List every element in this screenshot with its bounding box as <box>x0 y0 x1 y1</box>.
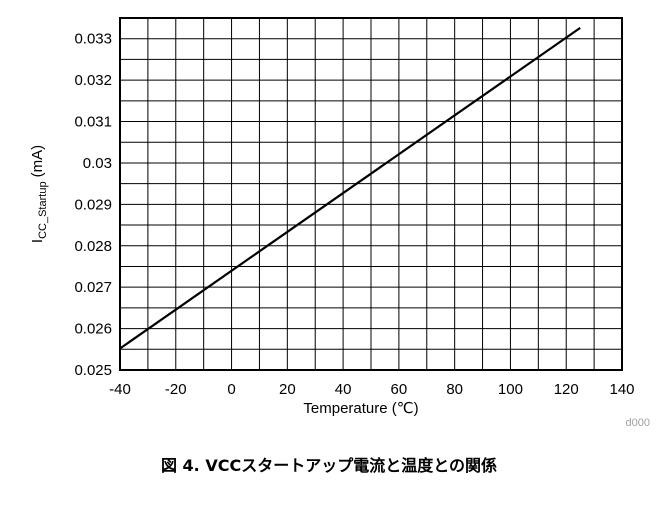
x-axis-title: Temperature (℃) <box>303 400 418 417</box>
series-line <box>119 26 581 350</box>
x-tick-label: 60 <box>391 381 408 398</box>
tick-labels: -40 -20 0 20 40 60 80 100 120 140 0.025 0.026 0.027 0… <box>74 31 634 398</box>
x-tick-label: 0 <box>227 381 235 398</box>
x-tick-label: -40 <box>109 381 131 398</box>
y-tick-label: 0.03 <box>83 155 112 172</box>
x-tick-label: -20 <box>165 381 187 398</box>
x-tick-label: 120 <box>554 381 579 398</box>
figure-caption: 図 4. VCCスタートアップ電流と温度との関係 <box>160 456 498 475</box>
y-tick-label: 0.026 <box>74 321 112 338</box>
figure-id-watermark: d000 <box>626 417 650 429</box>
y-tick-label: 0.027 <box>74 279 112 296</box>
y-tick-label: 0.031 <box>74 114 112 131</box>
y-tick-label: 0.029 <box>74 196 112 213</box>
x-tick-label: 20 <box>279 381 296 398</box>
x-tick-label: 80 <box>446 381 463 398</box>
series-layer <box>119 26 581 350</box>
y-tick-label: 0.033 <box>74 31 112 48</box>
y-tick-label: 0.025 <box>74 362 112 379</box>
x-tick-label: 100 <box>498 381 523 398</box>
y-tick-label: 0.032 <box>74 72 112 89</box>
y-axis-title-subscript: CC_Startup <box>37 181 49 238</box>
grid <box>119 17 623 371</box>
y-tick-label: 0.028 <box>74 238 112 255</box>
y-axis-title: ICC_Startup (mA) <box>29 145 49 243</box>
x-tick-label: 40 <box>335 381 352 398</box>
plot-area-frame <box>119 17 623 371</box>
x-tick-label: 140 <box>609 381 634 398</box>
y-axis-title-unit: (mA) <box>29 145 46 178</box>
y-axis-title-main: I <box>29 239 46 243</box>
